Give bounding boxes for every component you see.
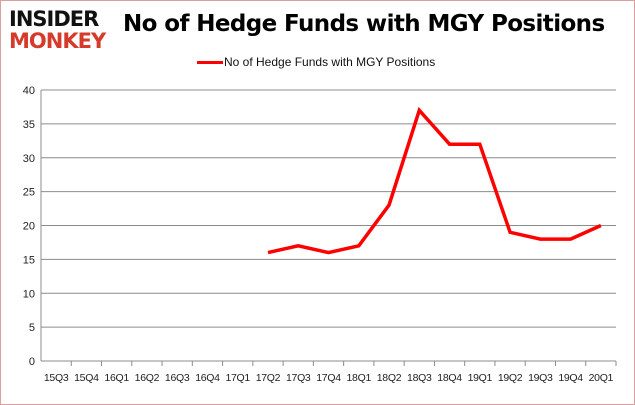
y-tick-label: 35 bbox=[23, 119, 35, 131]
x-tick-label: 17Q2 bbox=[256, 372, 281, 384]
x-tick-label: 16Q2 bbox=[135, 372, 160, 384]
chart-title: No of Hedge Funds with MGY Positions bbox=[123, 11, 605, 37]
y-tick-label: 40 bbox=[23, 85, 35, 97]
x-tick-label: 17Q1 bbox=[225, 372, 250, 384]
x-tick-label: 17Q3 bbox=[286, 372, 311, 384]
x-tick-label: 16Q3 bbox=[165, 372, 190, 384]
logo-line1: INSIDER bbox=[9, 7, 99, 31]
x-tick-label: 17Q4 bbox=[316, 372, 341, 384]
x-tick-label: 19Q1 bbox=[468, 372, 493, 384]
y-tick-label: 10 bbox=[23, 288, 35, 300]
insider-monkey-logo: INSIDER MONKEY bbox=[9, 7, 119, 53]
x-tick-label: 19Q4 bbox=[558, 372, 583, 384]
y-tick-label: 20 bbox=[23, 221, 35, 233]
y-tick-label: 5 bbox=[29, 322, 35, 334]
x-tick-label: 15Q4 bbox=[74, 372, 99, 384]
y-tick-label: 30 bbox=[23, 153, 35, 165]
x-tick-label: 18Q3 bbox=[407, 372, 432, 384]
x-tick-label: 18Q4 bbox=[437, 372, 462, 384]
series-line bbox=[267, 106, 602, 255]
x-tick-label: 16Q1 bbox=[104, 372, 129, 384]
x-tick-label: 19Q2 bbox=[498, 372, 523, 384]
y-tick-label: 25 bbox=[23, 187, 35, 199]
legend-swatch bbox=[197, 60, 223, 64]
y-tick-label: 15 bbox=[23, 254, 35, 266]
y-tick-label: 0 bbox=[29, 356, 35, 368]
x-tick-label: 20Q1 bbox=[589, 372, 614, 384]
legend: No of Hedge Funds with MGY Positions bbox=[197, 55, 435, 69]
logo-line2: MONKEY bbox=[9, 29, 106, 53]
x-tick-label: 19Q3 bbox=[528, 372, 553, 384]
legend-label: No of Hedge Funds with MGY Positions bbox=[224, 55, 436, 69]
x-tick-label: 18Q2 bbox=[377, 372, 402, 384]
x-tick-label: 16Q4 bbox=[195, 372, 220, 384]
x-tick-label: 18Q1 bbox=[347, 372, 372, 384]
x-tick-label: 15Q3 bbox=[44, 372, 69, 384]
